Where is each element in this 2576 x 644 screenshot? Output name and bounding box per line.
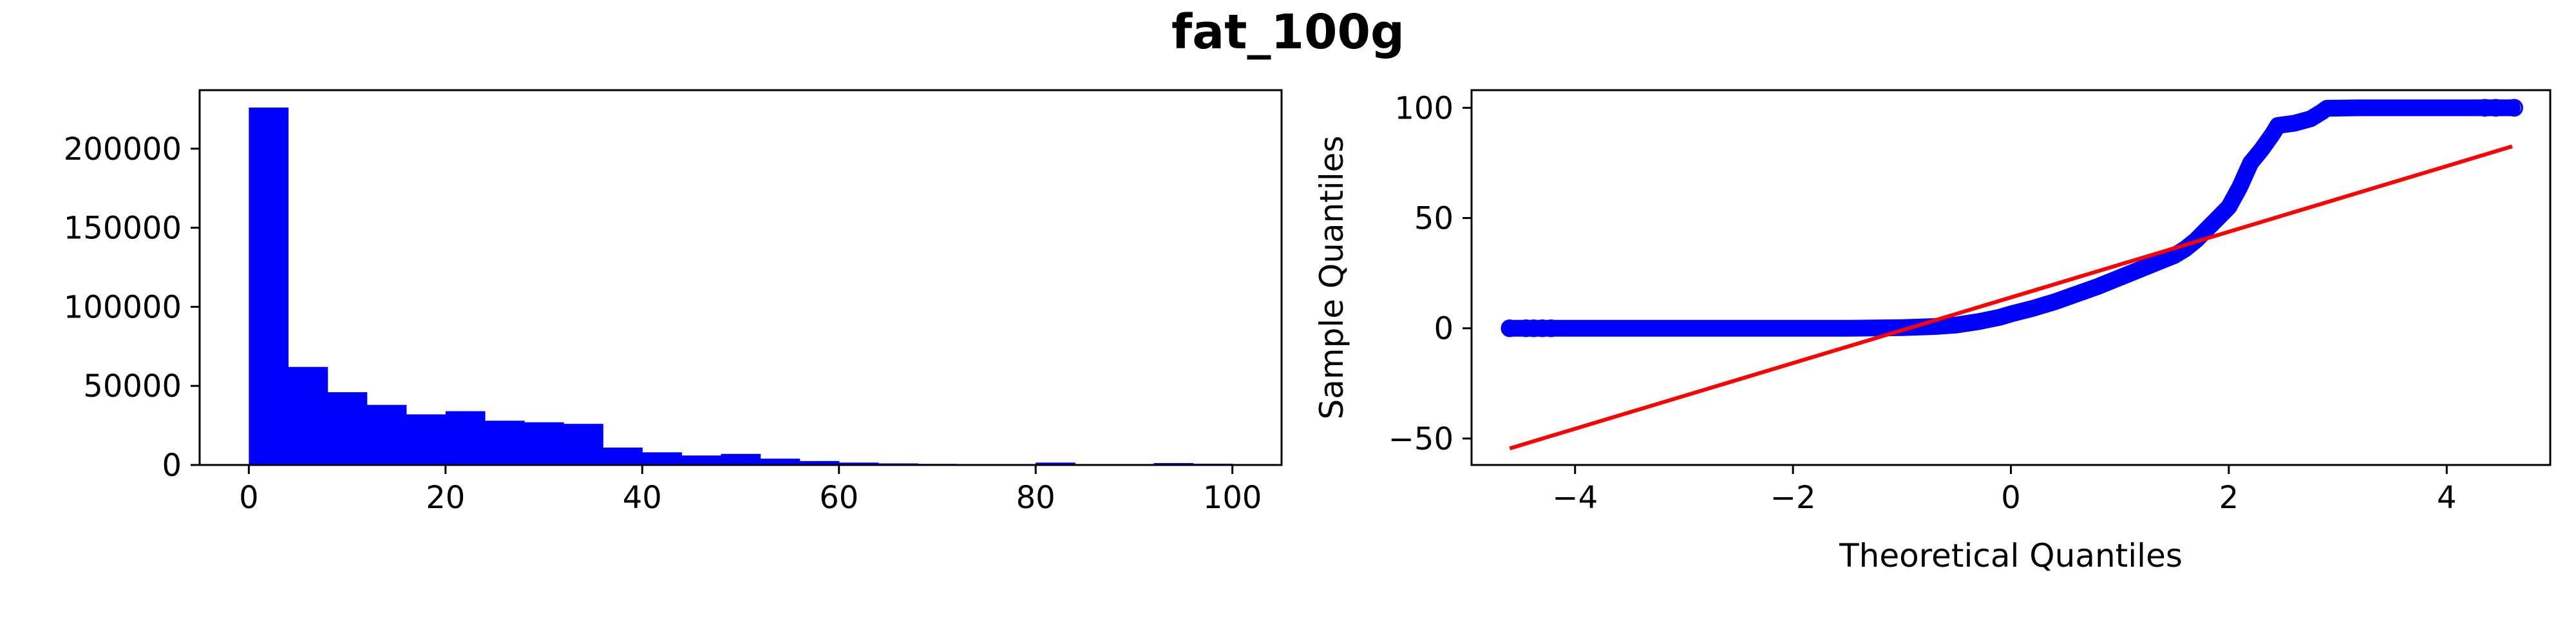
histogram-bar: [249, 108, 289, 465]
qq-x-tick-label: −2: [1770, 480, 1816, 516]
qq-y-tick-label: 0: [1434, 311, 1454, 347]
histogram-y-tick-label: 100000: [64, 289, 182, 325]
qq-x-ticks: −4 −2 0 2 4: [1552, 465, 2457, 516]
histogram-x-tick-label: 40: [623, 480, 662, 516]
histogram-y-tick-label: 200000: [64, 131, 182, 167]
histogram-y-ticks: 0 50000 100000 150000 200000: [64, 131, 200, 484]
histogram-x-tick-label: 0: [239, 480, 259, 516]
histogram-y-tick-label: 150000: [64, 211, 182, 247]
qq-x-tick-label: −4: [1552, 480, 1598, 516]
qq-sample-curve: [1501, 99, 2521, 337]
histogram-bar: [445, 411, 486, 465]
histogram-panel: 0 20 40 60 80 100 0 50000 100000 150000 200000: [64, 89, 1283, 516]
histogram-x-ticks: 0 20 40 60 80 100: [239, 465, 1262, 516]
qq-y-tick-label: −50: [1388, 421, 1454, 457]
histogram-bar: [838, 462, 879, 465]
histogram-x-tick-label: 60: [819, 480, 858, 516]
qq-plot-frame: [1470, 89, 2552, 466]
histogram-bar: [484, 421, 525, 465]
qq-x-axis-label: Theoretical Quantiles: [1839, 537, 2183, 574]
histogram-y-tick-label: 0: [162, 448, 182, 484]
histogram-x-tick-label: 80: [1016, 480, 1056, 516]
histogram-bar: [799, 460, 840, 465]
histogram-bars: [249, 108, 1233, 465]
qq-x-tick-label: 4: [2437, 480, 2457, 516]
histogram-bar: [1036, 462, 1075, 465]
histogram-bar: [760, 459, 800, 465]
histogram-bar: [327, 392, 368, 465]
qq-y-tick-label: 100: [1394, 90, 1454, 126]
qq-sample-markers: [1501, 99, 2523, 337]
histogram-bar: [681, 455, 722, 465]
qq-y-ticks: −50 0 50 100: [1388, 90, 1472, 457]
histogram-bar: [366, 404, 407, 465]
histogram-y-tick-label: 50000: [83, 368, 182, 404]
qq-x-tick-label: 2: [2219, 480, 2239, 516]
histogram-bar: [564, 424, 603, 465]
qq-reference-line: [1509, 144, 2513, 451]
figure-suptitle: fat_100g: [1171, 5, 1405, 60]
histogram-bar: [642, 452, 682, 465]
histogram-bar: [524, 422, 564, 465]
qq-y-tick-label: 50: [1414, 201, 1454, 237]
histogram-frame: [198, 89, 1283, 466]
histogram-x-tick-label: 100: [1203, 480, 1262, 516]
histogram-x-tick-label: 20: [426, 480, 465, 516]
histogram-bar: [721, 453, 761, 465]
histogram-bar: [288, 366, 328, 465]
qq-x-tick-label: 0: [2001, 480, 2021, 516]
qq-y-axis-label: Sample Quantiles: [1313, 136, 1350, 420]
histogram-bar: [406, 414, 446, 465]
histogram-bar: [603, 447, 643, 465]
